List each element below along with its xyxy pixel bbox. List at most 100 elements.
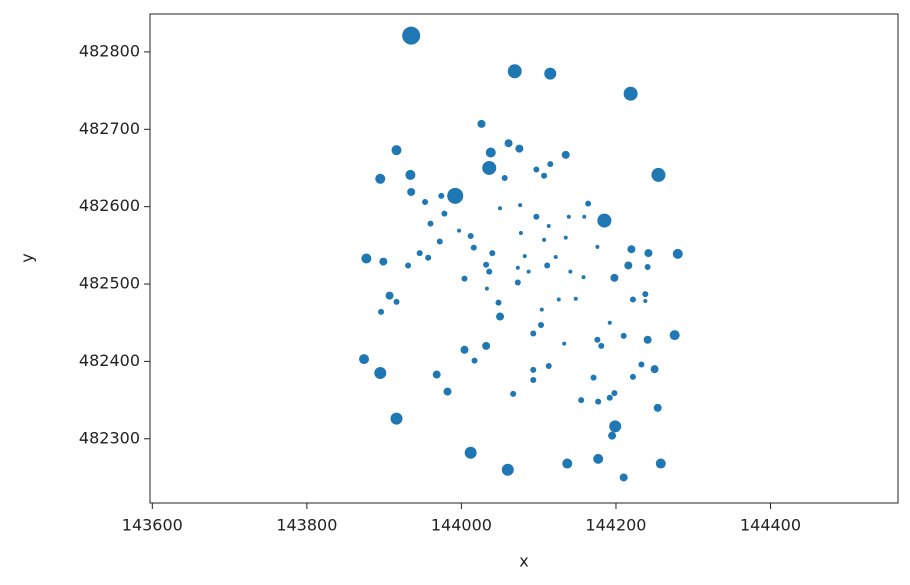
point [482, 160, 497, 175]
point [486, 268, 493, 275]
point [530, 330, 537, 337]
point [546, 224, 551, 229]
plot-frame [149, 13, 899, 504]
point [485, 147, 496, 158]
point [482, 341, 491, 350]
point [443, 387, 452, 396]
point [595, 398, 602, 405]
point [643, 299, 648, 304]
point [585, 200, 592, 207]
point [379, 257, 388, 266]
point [515, 144, 524, 153]
point [483, 261, 490, 268]
point [464, 446, 477, 459]
point [393, 298, 400, 305]
point [457, 228, 462, 233]
point [542, 237, 547, 242]
point [510, 390, 517, 397]
point [477, 119, 486, 128]
point [436, 238, 443, 245]
point [606, 394, 613, 401]
point [638, 361, 645, 368]
x-axis-label: x [519, 552, 528, 571]
point [514, 279, 521, 286]
point [650, 365, 659, 374]
point [629, 296, 636, 303]
point [402, 26, 421, 45]
point [610, 273, 619, 282]
point [624, 261, 633, 270]
point [484, 286, 489, 291]
point [518, 203, 523, 208]
point [643, 335, 652, 344]
x-tick-label: 144200 [585, 516, 646, 535]
point [545, 363, 552, 370]
point [544, 262, 551, 269]
point [581, 275, 586, 280]
point [515, 265, 520, 270]
point [578, 397, 585, 404]
point [375, 173, 386, 184]
point [432, 370, 441, 379]
point [361, 253, 372, 264]
point [438, 192, 445, 199]
point [608, 431, 617, 440]
point [374, 367, 387, 380]
y-tick-label: 482400 [79, 351, 140, 370]
point [594, 336, 601, 343]
point [530, 366, 537, 373]
point [597, 213, 612, 228]
y-tick-label: 482600 [79, 196, 140, 215]
point [573, 296, 578, 301]
point [653, 403, 662, 412]
point [518, 230, 523, 235]
point [501, 175, 508, 182]
point [526, 269, 531, 274]
point [562, 458, 573, 469]
x-tick-label: 143600 [122, 516, 183, 535]
point [562, 341, 567, 346]
point [522, 254, 527, 259]
y-tick-label: 482800 [79, 41, 140, 60]
point [495, 299, 502, 306]
y-axis-label: y [18, 253, 37, 262]
point [422, 199, 429, 206]
point [629, 373, 636, 380]
point [470, 244, 477, 251]
point [533, 166, 540, 173]
point [425, 254, 432, 261]
point [598, 342, 605, 349]
point [623, 86, 638, 101]
point [471, 357, 478, 364]
point [385, 291, 394, 300]
point [405, 262, 412, 269]
point [611, 390, 618, 397]
point [391, 145, 402, 156]
point [651, 167, 666, 182]
point [539, 307, 544, 312]
point [460, 345, 469, 354]
point [620, 332, 627, 339]
x-tick-label: 144400 [740, 516, 801, 535]
point [507, 64, 522, 79]
y-tick-label: 482500 [79, 274, 140, 293]
point [427, 220, 434, 227]
point [541, 172, 548, 179]
point [553, 254, 558, 259]
x-tick-label: 143800 [276, 516, 337, 535]
point [582, 214, 587, 219]
point [561, 150, 570, 159]
point [359, 354, 370, 365]
point [590, 374, 597, 381]
point [669, 330, 680, 341]
point [544, 67, 557, 80]
x-tick-label: 144000 [431, 516, 492, 535]
point [538, 322, 544, 329]
point [609, 420, 622, 433]
point [416, 250, 423, 257]
point [627, 245, 636, 254]
point [563, 235, 568, 240]
y-tick-label: 482300 [79, 428, 140, 447]
